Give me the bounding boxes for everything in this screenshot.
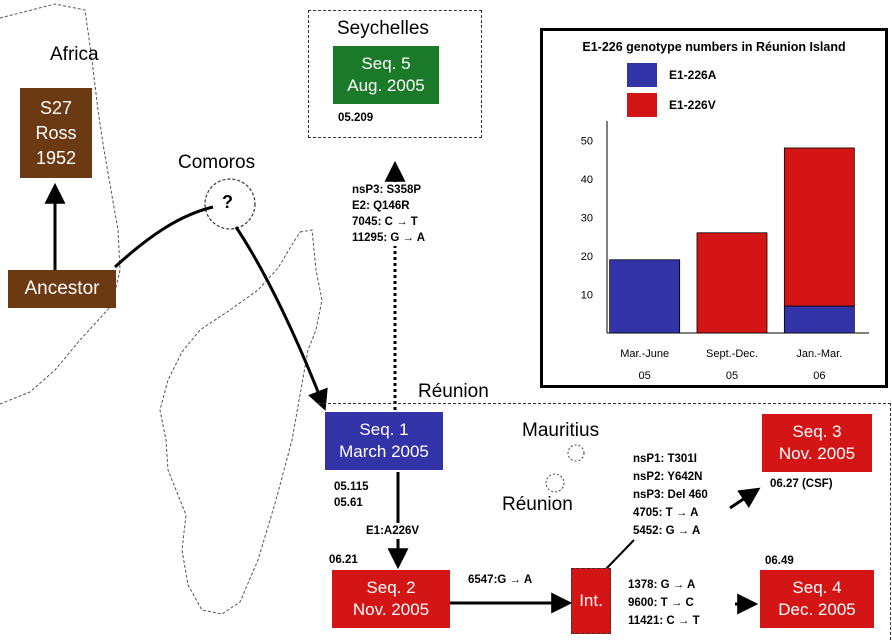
chart-title: E1-226 genotype numbers in Réunion Islan… [582,40,845,54]
mutation-seq3-4: 4705: T → A [633,507,699,519]
mutation-int: 6547:G → A [468,574,533,586]
isolate-seq5: 05.209 [338,112,374,124]
isolate-seq1-a: 05.115 [334,481,369,493]
line-int-seq3 [604,539,635,571]
node-seq2-line2: Nov. 2005 [352,600,430,619]
mutation-seq3-1: nsP1: T301I [633,453,697,465]
mutation-seq4-2: 9600: T → C [628,597,694,609]
reunion-region-frame [318,403,891,640]
mutation-seq4-3: 11421: C → T [628,615,700,627]
bar-e1-226a-2 [783,305,855,334]
node-ancestor-label: Ancestor [24,278,100,299]
bar-e1-226a-0 [609,259,681,334]
node-seq1: Seq. 1 March 2005 [325,412,443,470]
node-seq5: Seq. 5 Aug. 2005 [333,46,439,104]
node-s27: S27 Ross 1952 [20,88,92,178]
bar-e1-226v-1 [696,232,768,334]
madagascar-outline [159,229,323,615]
node-int: Int. [571,568,611,634]
x-tick-sublabel-2: 06 [813,370,825,382]
label-seychelles: Seychelles [337,18,429,39]
legend-label-e1-226a: E1-226A [669,68,717,82]
node-s27-line3: 1952 [35,147,77,168]
mutation-seq3-3: nsP3: Del 460 [633,489,708,501]
label-africa: Africa [50,44,99,65]
node-seq4-line2: Dec. 2005 [778,600,856,619]
x-tick-label-0: Mar.-June [620,348,669,360]
mutation-seq3-2: nsP2: Y642N [633,471,703,483]
label-reunion: Réunion [418,381,489,402]
y-tick-label-50: 50 [581,135,593,147]
reunion-island [545,473,565,493]
y-tick-label-40: 40 [581,174,593,186]
node-int-label: Int. [579,591,603,610]
y-tick-label-20: 20 [581,251,593,263]
seychelles-frame [308,10,482,138]
node-seq1-line2: March 2005 [339,442,429,461]
node-seq3-line1: Seq. 3 [792,422,842,441]
mutation-seq5-1: nsP3: S358P [352,182,422,198]
arrow-comoros-seq1 [234,226,328,411]
mutation-seq3-5: 5452: G → A [633,525,701,537]
mutation-seq5-3: 7045: C → T [352,214,418,230]
node-seq1-line1: Seq. 1 [359,420,409,439]
node-seq3-line2: Nov. 2005 [778,444,856,463]
node-s27-line1: S27 [39,97,73,118]
x-tick-sublabel-0: 05 [639,370,651,382]
isolate-seq3: 06.27 (CSF) [770,478,833,490]
x-tick-label-1: Sept.-Dec. [706,348,758,360]
x-tick-label-2: Jan.-Mar. [796,348,842,360]
node-seq5-line2: Aug. 2005 [347,76,425,95]
label-mauritius: Mauritius [522,420,600,441]
isolate-seq2: 06.21 [329,554,358,566]
legend-swatch-e1-226a [627,63,657,87]
isolate-seq1-b: 05.61 [334,497,363,509]
x-tick-sublabel-1: 05 [726,370,738,382]
bar-e1-226v-2 [783,147,855,307]
africa-outline [0,3,121,405]
arrow-ancestor-comoros [113,205,214,269]
mauritius-island [567,444,585,462]
node-seq2: Seq. 2 Nov. 2005 [332,570,450,628]
node-ancestor: Ancestor [8,270,116,308]
comoros-unknown: ? [222,192,233,212]
legend-swatch-e1-226v [627,93,657,117]
node-seq4-line1: Seq. 4 [792,578,842,597]
comoros-circle [204,178,256,230]
node-s27-line2: Ross [35,122,77,143]
chart-inset: E1-226 genotype numbers in Réunion Islan… [540,28,888,388]
mutation-seq2: E1:A226V [366,523,420,539]
genotype-bar-chart: E1-226 genotype numbers in Réunion Islan… [581,40,869,382]
mutation-seq4-1: 1378: G → A [628,579,696,591]
node-seq2-line1: Seq. 2 [366,578,416,597]
mutation-seq5-4: 11295: G → A [352,230,426,246]
arrow-to-seq3 [729,487,761,510]
isolate-seq4: 06.49 [765,555,794,567]
label-comoros: Comoros [178,152,256,173]
node-seq5-line1: Seq. 5 [361,54,411,73]
y-tick-label-30: 30 [581,212,593,224]
legend-label-e1-226v: E1-226V [669,98,716,112]
node-seq4: Seq. 4 Dec. 2005 [760,570,874,628]
node-seq3: Seq. 3 Nov. 2005 [762,414,872,472]
y-tick-label-10: 10 [581,289,593,301]
mutation-seq5-2: E2: Q146R [352,198,410,214]
label-reunion-inset: Réunion [502,494,573,515]
